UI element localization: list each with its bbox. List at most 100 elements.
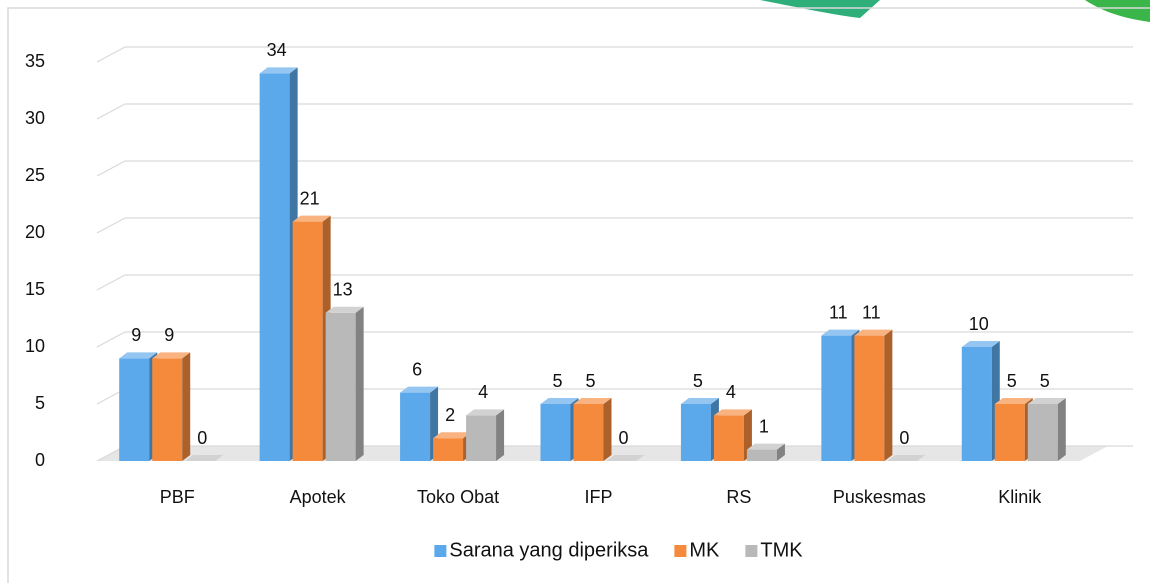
bar-top <box>887 455 926 461</box>
y-tick-label: 20 <box>25 222 45 242</box>
bar-front <box>540 404 571 461</box>
data-label: 9 <box>131 325 141 345</box>
bar <box>400 386 439 461</box>
bar <box>185 455 224 461</box>
bar-front <box>119 358 150 461</box>
x-tick-label: Apotek <box>290 487 347 507</box>
grid-line <box>96 331 126 348</box>
data-label: 0 <box>618 428 628 448</box>
bar-top <box>292 215 331 222</box>
data-label: 9 <box>164 325 174 345</box>
bar-front <box>152 358 183 461</box>
bar-front <box>573 404 604 461</box>
bar <box>961 341 1000 461</box>
data-label: 5 <box>1040 371 1050 391</box>
decoration <box>1085 0 1150 22</box>
grid-line <box>96 160 126 177</box>
bar-top <box>961 341 1000 347</box>
bar-side <box>182 352 191 461</box>
frame <box>7 7 1150 583</box>
bar-top <box>1027 398 1066 404</box>
data-label: 34 <box>267 40 287 60</box>
x-tick-label: Klinik <box>998 487 1042 507</box>
y-tick-label: 30 <box>25 108 45 128</box>
legend-swatch <box>434 545 447 557</box>
bar <box>119 352 158 461</box>
bar <box>292 215 331 461</box>
legend-label: Sarana yang diperiksa <box>449 539 649 561</box>
data-label: 6 <box>412 359 422 379</box>
legend: Sarana yang diperiksa MK TMK <box>434 539 803 561</box>
bar <box>746 443 785 461</box>
x-tick-label: Puskesmas <box>833 487 926 507</box>
legend-label: TMK <box>760 539 803 561</box>
bar-top <box>713 409 752 416</box>
decoration <box>760 0 880 18</box>
bar-top <box>540 398 579 404</box>
bar-top <box>573 398 612 404</box>
bar-top <box>185 455 224 461</box>
bar-front <box>680 404 711 461</box>
bar-front <box>746 449 777 461</box>
bar-front <box>466 415 497 461</box>
data-label: 2 <box>445 405 455 425</box>
bar-front <box>994 404 1025 461</box>
bar <box>854 329 893 461</box>
bar <box>573 398 612 461</box>
bar-front <box>854 335 885 461</box>
y-tick-label: 15 <box>25 279 45 299</box>
bar-side <box>1057 398 1066 461</box>
x-tick-label: IFP <box>584 487 612 507</box>
bar-top <box>994 398 1033 404</box>
bar-front <box>713 415 744 461</box>
bar-front <box>325 312 356 461</box>
data-label: 5 <box>585 371 595 391</box>
bar <box>821 329 860 461</box>
legend-item: MK <box>674 539 720 561</box>
data-label: 5 <box>552 371 562 391</box>
y-tick-label: 5 <box>35 393 45 413</box>
data-label: 0 <box>197 428 207 448</box>
bar-side <box>884 329 893 461</box>
legend-item: TMK <box>745 539 803 561</box>
bar-top <box>680 398 719 404</box>
data-label: 4 <box>478 382 488 402</box>
bar-top <box>433 432 472 439</box>
bar <box>606 455 645 461</box>
bar <box>1027 398 1066 461</box>
bar-side <box>776 443 785 461</box>
bar <box>152 352 191 461</box>
bar <box>259 67 298 462</box>
bar-top <box>466 409 505 416</box>
bar <box>887 455 926 461</box>
bar-front <box>1027 404 1058 461</box>
x-tick-label: PBF <box>160 487 195 507</box>
bar-top <box>746 443 785 450</box>
data-label: 5 <box>693 371 703 391</box>
data-label: 21 <box>300 188 320 208</box>
bar <box>680 398 719 461</box>
x-tick-label: RS <box>726 487 751 507</box>
bar-side <box>496 409 505 461</box>
bar-top <box>400 386 439 393</box>
bar-front <box>961 347 992 461</box>
bar-side <box>355 306 364 461</box>
x-tick-label: Toko Obat <box>417 487 499 507</box>
data-label: 0 <box>899 428 909 448</box>
data-label: 11 <box>829 302 848 322</box>
grid-line <box>96 46 126 63</box>
bar-side <box>603 398 612 461</box>
bar-top <box>119 352 158 359</box>
data-label: 11 <box>862 302 881 322</box>
grid-line <box>96 217 126 234</box>
legend-swatch <box>674 545 687 557</box>
bar <box>713 409 752 461</box>
bar-front <box>400 392 431 461</box>
bar-front <box>821 335 852 461</box>
bar <box>466 409 505 461</box>
legend-swatch <box>745 545 758 557</box>
bar-front <box>433 438 464 461</box>
y-tick-label: 0 <box>35 450 45 470</box>
